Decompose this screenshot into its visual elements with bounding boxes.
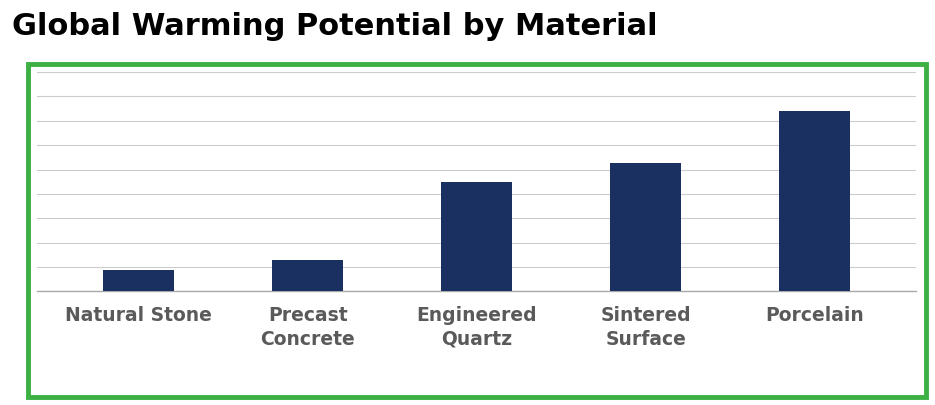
Bar <box>780 112 851 292</box>
Bar <box>611 164 682 292</box>
Bar <box>104 271 174 292</box>
Bar <box>441 182 512 292</box>
Bar <box>272 261 343 292</box>
Text: Global Warming Potential by Material: Global Warming Potential by Material <box>12 12 658 41</box>
